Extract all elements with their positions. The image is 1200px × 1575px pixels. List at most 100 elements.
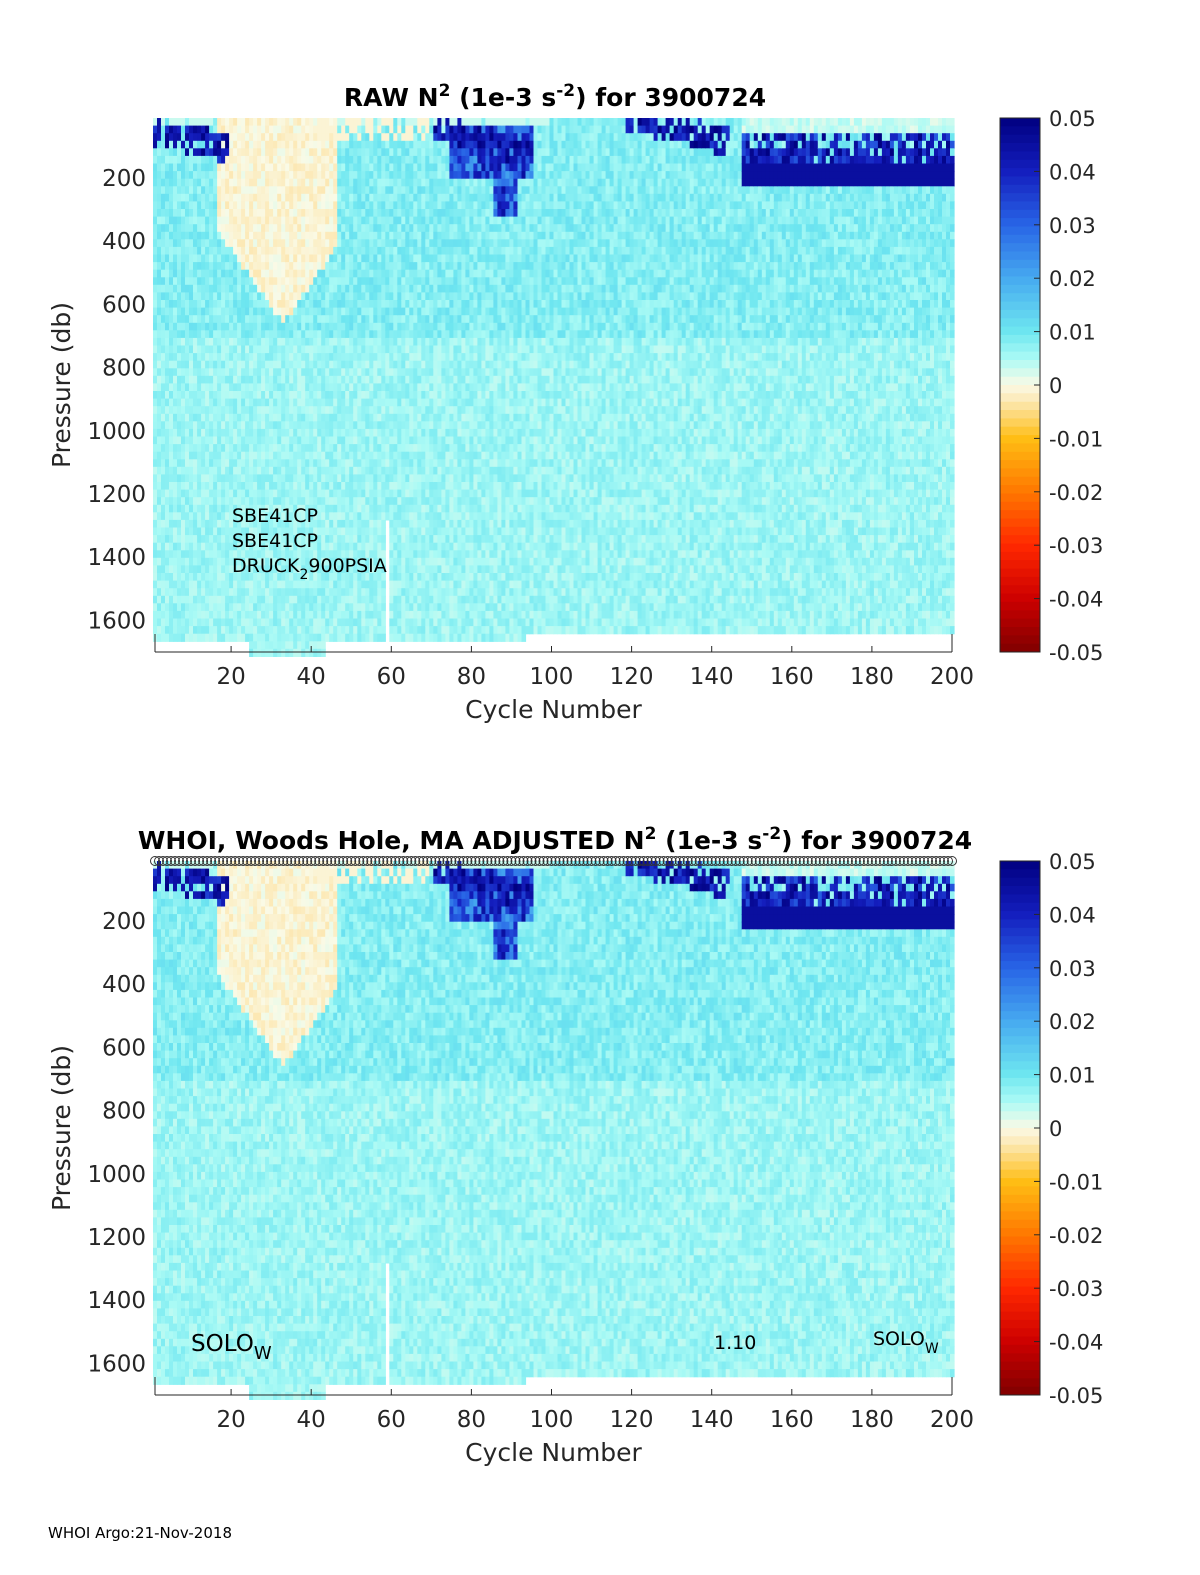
heatmap-cell — [413, 360, 418, 369]
heatmap-cell — [261, 542, 266, 551]
heatmap-cell — [225, 633, 230, 642]
heatmap-cell — [317, 595, 322, 604]
heatmap-cell — [265, 322, 270, 331]
heatmap-cell — [421, 360, 426, 369]
heatmap-cell — [305, 421, 310, 430]
heatmap-cell — [333, 125, 338, 134]
heatmap-cell — [325, 178, 330, 187]
heatmap-cell — [253, 626, 258, 635]
heatmap-cell — [265, 436, 270, 445]
heatmap-cell — [361, 254, 366, 263]
heatmap-cell — [313, 178, 318, 187]
heatmap-cell — [165, 118, 170, 127]
heatmap-cell — [373, 118, 378, 127]
heatmap-cell — [301, 436, 306, 445]
heatmap-cell — [173, 504, 178, 513]
heatmap-cell — [293, 542, 298, 551]
heatmap-cell — [241, 292, 246, 301]
heatmap-cell — [169, 118, 174, 127]
heatmap-cell — [241, 573, 246, 582]
heatmap-cell — [309, 497, 314, 506]
heatmap-cell — [281, 375, 286, 384]
heatmap-cell — [373, 315, 378, 324]
heatmap-cell — [277, 292, 282, 301]
heatmap-cell — [373, 512, 378, 521]
heatmap-cell — [381, 428, 386, 438]
heatmap-cell — [209, 224, 214, 233]
heatmap-cell — [289, 269, 294, 278]
heatmap-cell — [245, 277, 250, 286]
heatmap-cell — [249, 550, 254, 559]
heatmap-cell — [317, 337, 322, 347]
heatmap-cell — [405, 512, 410, 521]
heatmap-cell — [345, 231, 350, 240]
heatmap-cell — [177, 375, 182, 384]
heatmap-cell — [213, 626, 218, 635]
heatmap-cell — [189, 535, 194, 544]
heatmap-cell — [385, 383, 390, 392]
heatmap-cell — [289, 542, 294, 551]
heatmap-cell — [229, 201, 234, 210]
heatmap-cell — [229, 535, 234, 544]
heatmap-cell — [249, 398, 254, 407]
heatmap-cell — [241, 193, 246, 202]
heatmap-cell — [333, 254, 338, 263]
heatmap-cell — [401, 209, 406, 218]
heatmap-cell — [265, 504, 270, 513]
heatmap-cell — [357, 345, 362, 354]
heatmap-cell — [181, 451, 186, 460]
heatmap-cell — [257, 573, 262, 582]
heatmap-cell — [297, 444, 302, 453]
heatmap-cell — [253, 277, 258, 286]
heatmap-cell — [421, 482, 426, 491]
heatmap-cell — [281, 451, 286, 460]
heatmap-cell — [293, 148, 298, 157]
heatmap-cell — [321, 618, 326, 627]
heatmap-cell — [225, 125, 230, 134]
heatmap-cell — [273, 118, 278, 127]
heatmap-cell — [381, 375, 386, 384]
heatmap-cell — [353, 315, 358, 324]
heatmap-cell — [413, 239, 418, 248]
heatmap-cell — [217, 398, 222, 407]
heatmap-cell — [401, 633, 406, 642]
heatmap-cell — [417, 618, 422, 627]
heatmap-cell — [429, 353, 434, 362]
heatmap-cell — [325, 466, 330, 475]
heatmap-cell — [189, 292, 194, 301]
heatmap-cell — [209, 216, 214, 225]
heatmap-cell — [173, 201, 178, 210]
heatmap-cell — [337, 353, 342, 362]
heatmap-cell — [401, 193, 406, 202]
heatmap-cell — [277, 550, 282, 559]
heatmap-cell — [397, 406, 402, 415]
heatmap-cell — [265, 277, 270, 286]
heatmap-cell — [433, 216, 438, 225]
heatmap-cell — [357, 239, 362, 248]
heatmap-cell — [201, 125, 206, 134]
heatmap-cell — [297, 155, 302, 165]
heatmap-cell — [273, 231, 278, 240]
heatmap-cell — [337, 284, 342, 293]
heatmap-cell — [317, 588, 322, 597]
heatmap-cell — [377, 375, 382, 384]
heatmap-cell — [365, 300, 370, 309]
heatmap-cell — [269, 330, 274, 339]
heatmap-cell — [277, 269, 282, 278]
heatmap-cell — [209, 610, 214, 620]
heatmap-cell — [321, 413, 326, 422]
heatmap-cell — [361, 186, 366, 195]
heatmap-cell — [269, 193, 274, 202]
heatmap-cell — [313, 580, 318, 589]
heatmap-cell — [429, 391, 434, 400]
heatmap-cell — [337, 262, 342, 271]
heatmap-cell — [213, 459, 218, 468]
heatmap-cell — [369, 375, 374, 384]
heatmap-cell — [157, 239, 162, 248]
heatmap-cell — [373, 504, 378, 513]
heatmap-cell — [209, 186, 214, 195]
heatmap-cell — [253, 163, 258, 172]
heatmap-cell — [197, 231, 202, 240]
heatmap-cell — [237, 626, 242, 635]
heatmap-cell — [333, 383, 338, 392]
